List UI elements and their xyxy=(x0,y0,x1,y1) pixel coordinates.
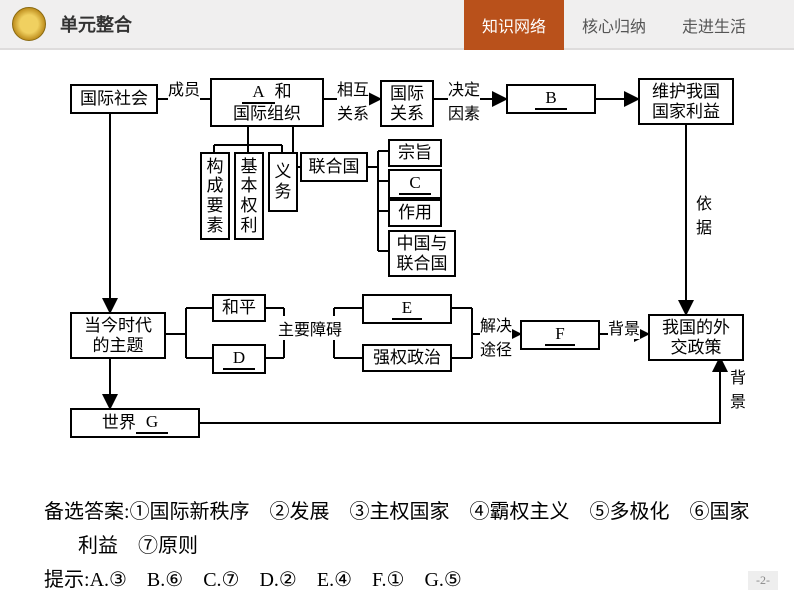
diagram-node: 作用 xyxy=(388,199,442,227)
diagram-node: 基本权利 xyxy=(234,152,264,240)
edge-label: 背景 xyxy=(608,315,640,339)
tab-bar: 知识网络核心归纳走进生活 xyxy=(464,0,764,50)
edge-label: 相互关系 xyxy=(337,76,369,124)
tab[interactable]: 知识网络 xyxy=(464,0,564,50)
diagram-node: 当今时代的主题 xyxy=(70,312,166,359)
edge-label: 背景 xyxy=(730,364,746,412)
diagram-node: 强权政治 xyxy=(362,344,452,372)
diagram-node: D xyxy=(212,344,266,374)
diagram-node: 国际关系 xyxy=(380,80,434,127)
diagram-node: 和平 xyxy=(212,294,266,322)
edge-label: 主要障碍 xyxy=(278,316,342,340)
footer-options: 备选答案:①国际新秩序 ②发展 ③主权国家 ④霸权主义 ⑤多极化 ⑥国家利益 ⑦… xyxy=(0,495,794,597)
diagram-node: E xyxy=(362,294,452,324)
logo-icon xyxy=(12,7,46,41)
diagram-node: 维护我国国家利益 xyxy=(638,78,734,125)
tab[interactable]: 走进生活 xyxy=(664,0,764,50)
hints-list: A.③ B.⑥ C.⑦ D.② E.④ F.① G.⑤ xyxy=(90,569,462,591)
diagram-node: C xyxy=(388,169,442,199)
tab[interactable]: 核心归纳 xyxy=(564,0,664,50)
page-number: -2- xyxy=(748,571,778,590)
diagram-node: 中国与联合国 xyxy=(388,230,456,277)
edge-label: 解决途径 xyxy=(480,312,512,360)
diagram-node: A和国际组织 xyxy=(210,78,324,127)
options-list: ①国际新秩序 ②发展 ③主权国家 ④霸权主义 ⑤多极化 ⑥国家利益 ⑦原则 xyxy=(78,501,750,557)
diagram-node: 我国的外交政策 xyxy=(648,314,744,361)
unit-title: 单元整合 xyxy=(60,11,132,37)
diagram-node: 义务 xyxy=(268,152,298,212)
diagram-node: 国际社会 xyxy=(70,84,158,114)
concept-diagram: 国际社会 A和国际组织 国际关系 B 维护我国国家利益构成要素基本权利义务联合国宗旨C作… xyxy=(0,50,794,440)
slide-header: 单元整合 知识网络核心归纳走进生活 xyxy=(0,0,794,50)
edge-label: 依据 xyxy=(696,190,712,238)
options-label: 备选答案: xyxy=(44,501,130,523)
diagram-node: 联合国 xyxy=(300,152,368,182)
diagram-node: B xyxy=(506,84,596,114)
edge-label: 决定因素 xyxy=(448,76,480,124)
diagram-node: 宗旨 xyxy=(388,139,442,167)
diagram-node: 世界G xyxy=(70,408,200,438)
diagram-node: F xyxy=(520,320,600,350)
hints-label: 提示: xyxy=(44,569,90,591)
diagram-node: 构成要素 xyxy=(200,152,230,240)
edge-label: 成员 xyxy=(168,76,200,100)
